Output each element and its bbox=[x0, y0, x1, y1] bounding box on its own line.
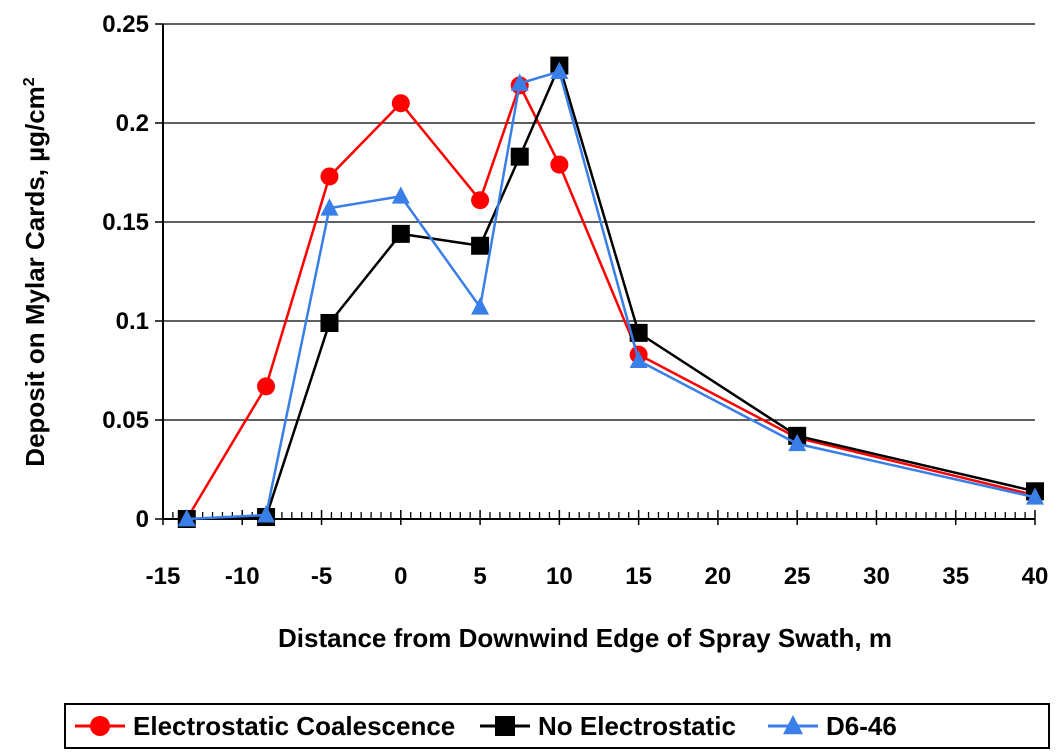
x-tick-label: -15 bbox=[146, 563, 181, 590]
x-tick-label: 25 bbox=[784, 563, 811, 590]
series-square bbox=[177, 56, 1044, 528]
data-point bbox=[783, 715, 803, 735]
data-point bbox=[320, 167, 339, 186]
y-tick-label: 0.25 bbox=[102, 11, 149, 38]
x-tick-label: 15 bbox=[625, 563, 652, 590]
grid-lines bbox=[163, 23, 1035, 421]
series-triangle bbox=[177, 61, 1044, 527]
data-point bbox=[629, 323, 648, 342]
x-tick-label: 30 bbox=[863, 563, 890, 590]
series-circle bbox=[177, 76, 1044, 528]
legend-entry: D6-46 bbox=[768, 711, 897, 741]
legend-box bbox=[64, 703, 1050, 749]
y-axis-title-superscript: 2 bbox=[21, 77, 38, 86]
data-point bbox=[90, 716, 110, 736]
y-tick-labels: 0 0.05 0.1 0.15 0.2 0.25 bbox=[102, 11, 149, 533]
data-point bbox=[257, 505, 276, 523]
data-point bbox=[550, 155, 569, 174]
x-tick-label: 40 bbox=[1022, 563, 1049, 590]
data-point bbox=[1026, 487, 1044, 505]
data-point bbox=[471, 236, 490, 255]
data-point bbox=[391, 224, 410, 243]
y-tick-label: 0 bbox=[136, 506, 149, 533]
x-tick-label: 0 bbox=[394, 563, 407, 590]
y-axis-title: Deposit on Mylar Cards, µg/cm2 bbox=[20, 77, 50, 467]
series-line bbox=[186, 69, 1036, 521]
legend-label: No Electrostatic bbox=[538, 711, 736, 741]
data-point bbox=[177, 509, 196, 527]
data-point bbox=[320, 313, 339, 332]
y-tick-label: 0.1 bbox=[116, 308, 149, 335]
y-tick-label: 0.05 bbox=[102, 407, 149, 434]
data-point bbox=[510, 147, 529, 166]
x-tick-label: 20 bbox=[705, 563, 732, 590]
y-tick-label: 0.2 bbox=[116, 110, 149, 137]
data-point bbox=[510, 73, 529, 91]
data-point bbox=[495, 716, 515, 736]
data-point bbox=[391, 186, 410, 204]
x-tick-labels: -15 -10 -5 0 5 10 15 20 25 30 35 40 bbox=[146, 563, 1049, 590]
y-tick-label: 0.15 bbox=[102, 209, 149, 236]
x-tick-label: 10 bbox=[546, 563, 573, 590]
data-point bbox=[471, 191, 490, 210]
data-point bbox=[320, 198, 339, 216]
legend-entry: Electrostatic Coalescence bbox=[75, 711, 455, 741]
x-tick-label: -10 bbox=[225, 563, 260, 590]
legend-label: Electrostatic Coalescence bbox=[133, 711, 455, 741]
x-axis-title: Distance from Downwind Edge of Spray Swa… bbox=[278, 623, 892, 653]
legend-label: D6-46 bbox=[826, 711, 897, 741]
series-line bbox=[185, 82, 1036, 520]
x-tick-label: -5 bbox=[311, 563, 332, 590]
data-point bbox=[471, 297, 490, 315]
data-point bbox=[257, 377, 276, 396]
x-tick-label: 5 bbox=[473, 563, 486, 590]
data-point bbox=[391, 94, 410, 113]
series-line bbox=[186, 61, 1036, 521]
x-tick-label: 35 bbox=[942, 563, 969, 590]
data-point bbox=[788, 433, 807, 452]
series-layer bbox=[177, 56, 1044, 528]
data-point bbox=[550, 61, 569, 79]
legend: Electrostatic Coalescence No Electrostati… bbox=[64, 703, 1050, 749]
data-point bbox=[629, 350, 648, 369]
legend-entry: No Electrostatic bbox=[480, 711, 736, 741]
y-axis-title-main: Deposit on Mylar Cards, µg/cm bbox=[20, 86, 50, 467]
